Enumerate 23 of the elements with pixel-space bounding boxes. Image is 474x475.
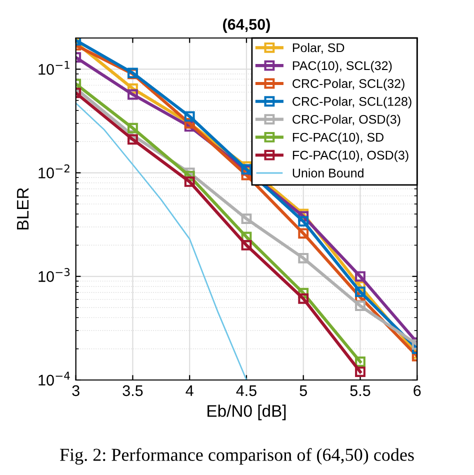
x-tick-label: 4.5 [236, 385, 256, 396]
y-tick-label: 10$^{−1}$ [38, 60, 70, 75]
y-tick-label: 10$^{−3}$ [38, 268, 70, 282]
legend-label: CRC-Polar, OSD(3) [292, 114, 400, 126]
x-axis-title: Eb/N0 [dB] [208, 404, 286, 420]
caption: Fig. 2: Performance comparison of (64,50) codes [60, 448, 414, 465]
legend-label: FC-PAC(10), SD [292, 132, 384, 144]
x-tick-label: 4 [186, 385, 194, 396]
legend-label: Union Bound [292, 168, 364, 178]
y-tick-label: 10$^{−2}$ [38, 164, 70, 178]
y-tick-label: 10$^{−4}$ [38, 372, 70, 386]
x-tick-label: 3 [72, 385, 80, 396]
legend-label: CRC-Polar, SCL(128) [292, 96, 412, 108]
x-tick-label: 5.5 [350, 385, 370, 396]
legend-label: CRC-Polar, SCL(32) [292, 78, 404, 90]
chart-title: (64,50) [223, 18, 270, 33]
x-tick-label: 3.5 [122, 385, 143, 396]
x-tick-label: 5 [300, 385, 307, 396]
legend-label: FC-PAC(10), OSD(3) [292, 150, 408, 162]
x-tick-label: 6 [414, 385, 421, 396]
legend-label: PAC(10), SCL(32) [292, 60, 392, 73]
legend-label: Polar, SD [292, 43, 344, 54]
y-axis-title: BLER [17, 188, 29, 230]
